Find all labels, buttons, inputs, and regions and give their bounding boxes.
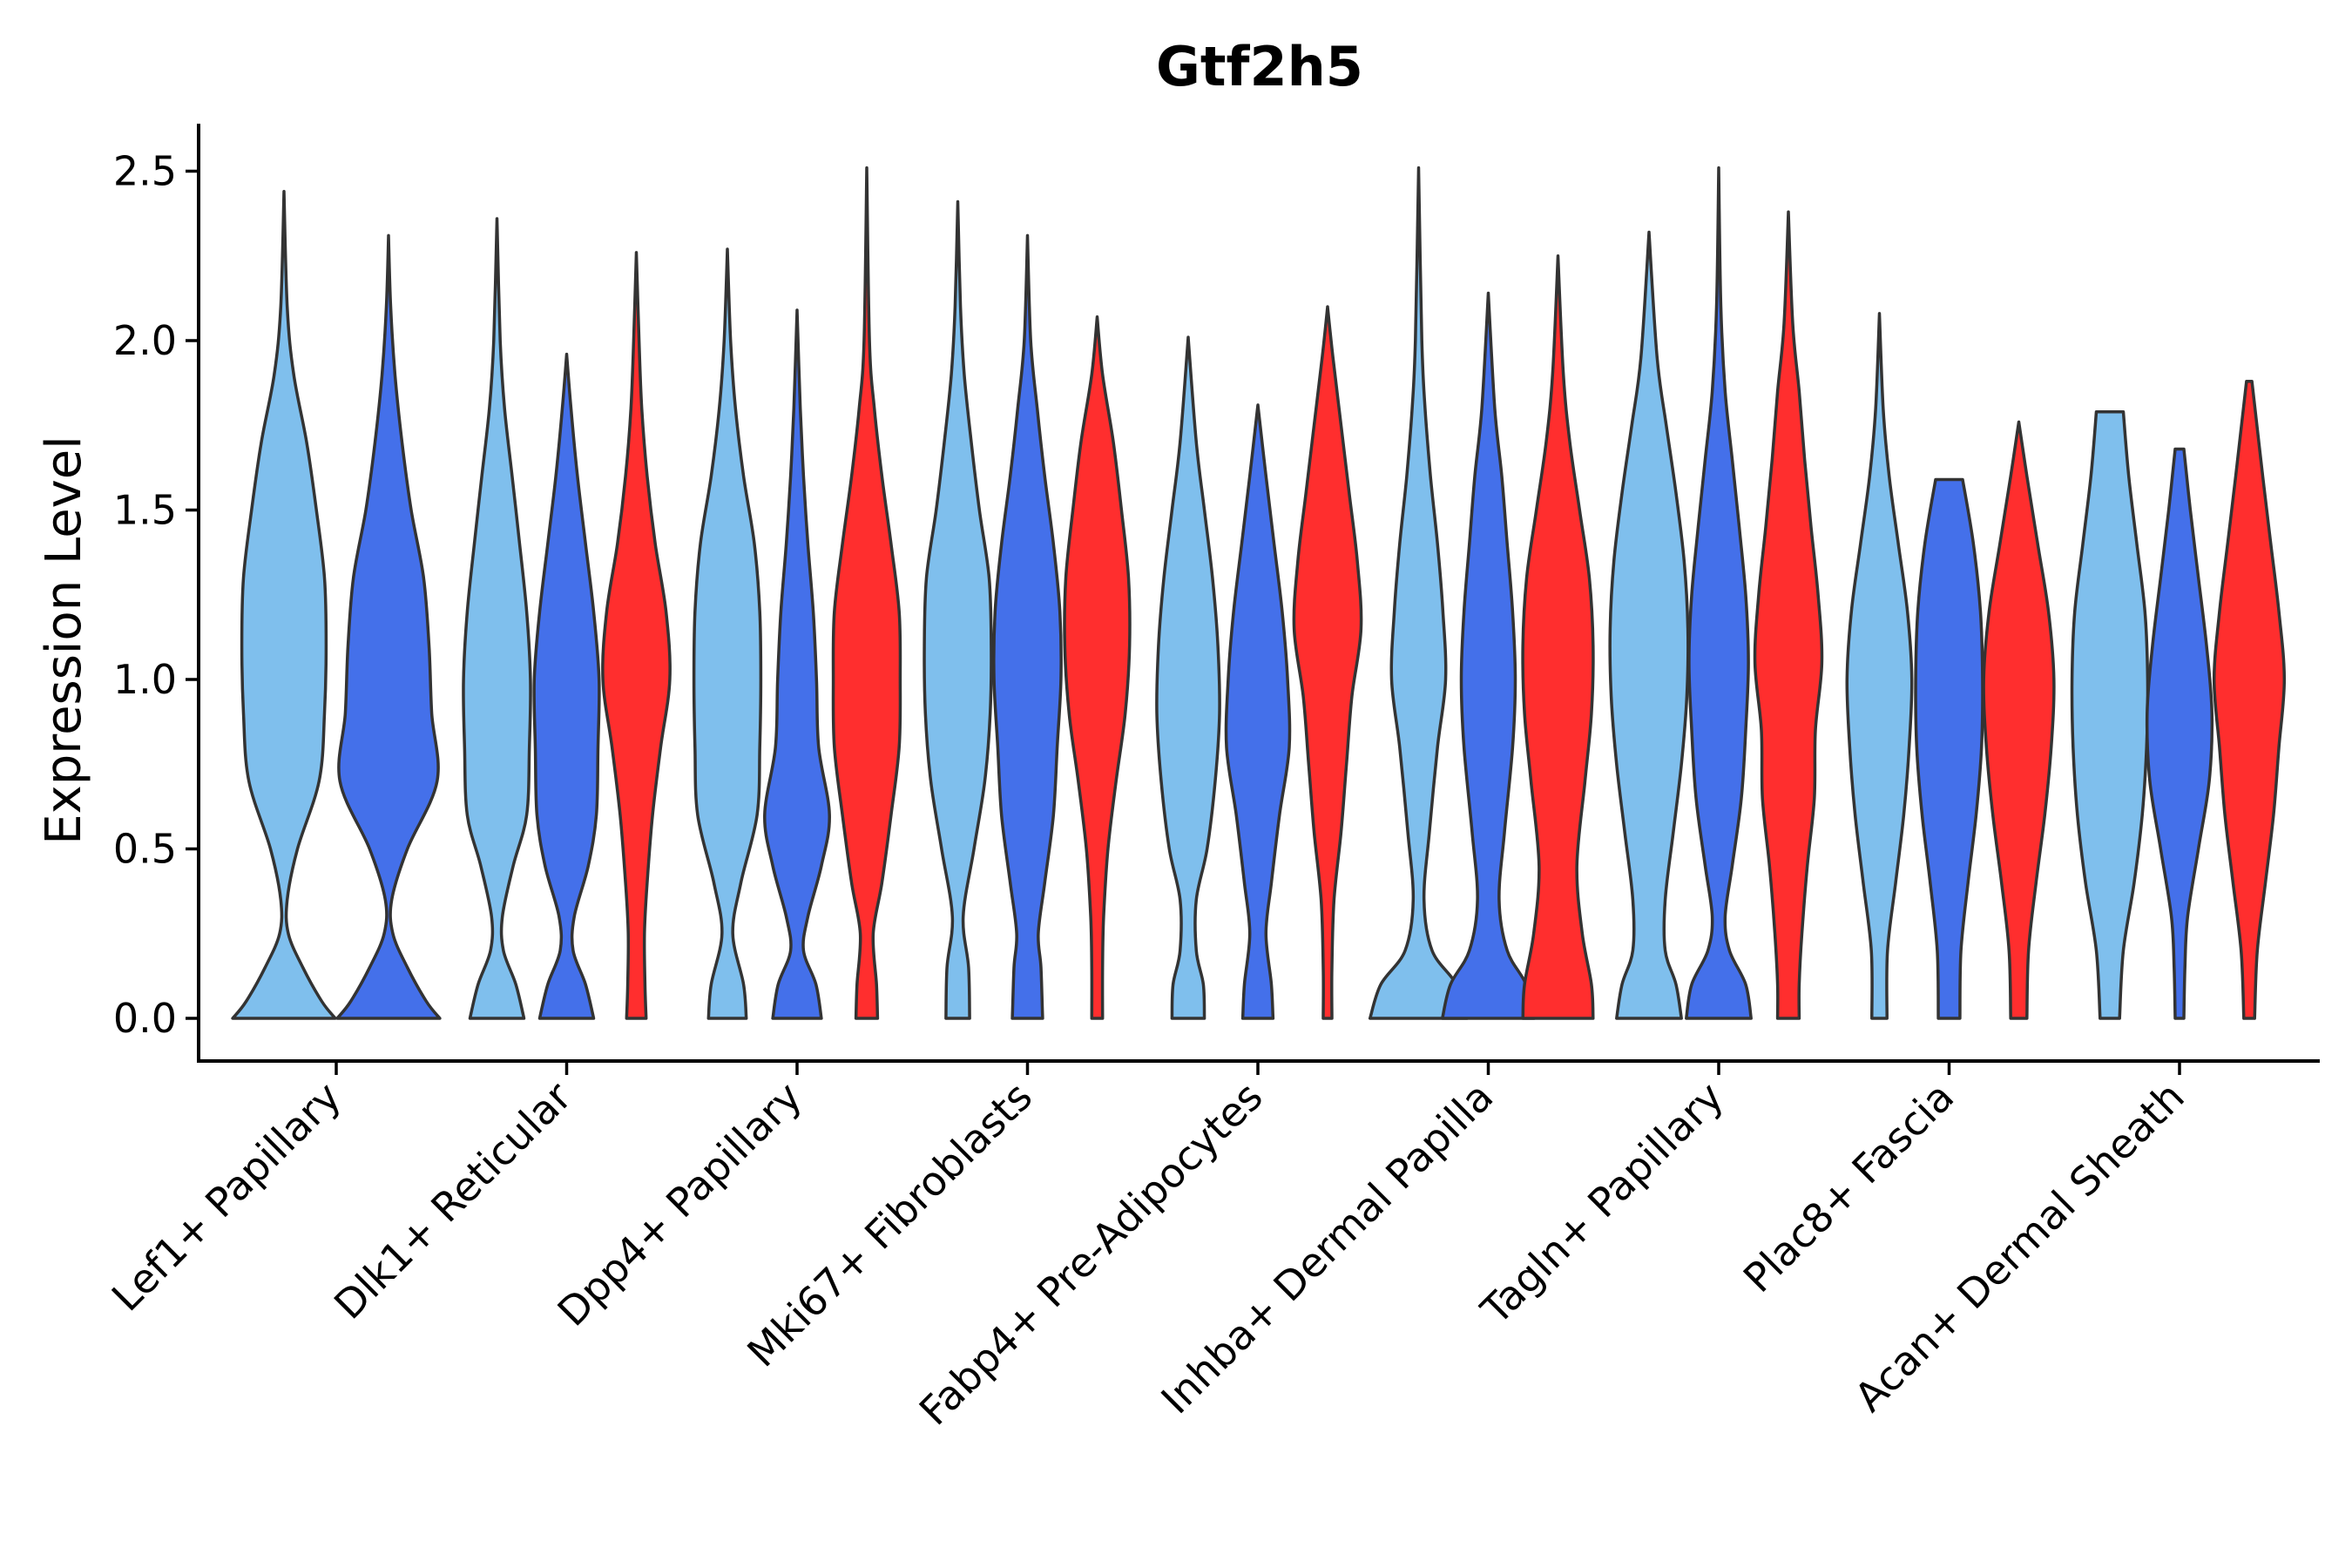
violin-group-1 (1845, 312, 1914, 1020)
y-tick-label: 0.0 (113, 995, 177, 1042)
x-tick-label: Tagln+ Papillary (1471, 1073, 1733, 1335)
violin-group-3 (1063, 315, 1132, 1020)
violin-group-3 (1753, 210, 1824, 1020)
y-tick-label: 2.5 (113, 148, 177, 195)
violin-group-3 (1982, 420, 2056, 1020)
x-tick-label: Lef1+ Papillary (103, 1073, 350, 1321)
violin-group-1 (231, 190, 337, 1020)
violin-group-1 (462, 217, 532, 1020)
y-ticks: 0.0 0.5 1.0 1.5 2.0 2.5 (113, 148, 199, 1042)
violin-group-1 (1368, 166, 1470, 1020)
violin-group-3 (831, 166, 902, 1020)
violin-group-2 (992, 233, 1063, 1020)
violin-group-2 (1685, 166, 1753, 1020)
violin-group-3 (1521, 254, 1595, 1020)
violin-group-3 (601, 251, 672, 1020)
chart-title: Gtf2h5 (1156, 35, 1363, 98)
violin-group-1 (1608, 230, 1690, 1020)
violin-group-2 (2145, 447, 2214, 1020)
y-tick-label: 1.5 (113, 487, 177, 534)
y-tick-label: 2.0 (113, 317, 177, 364)
y-axis-label: Expression Level (36, 436, 92, 845)
violin-group-2 (1224, 403, 1292, 1020)
violins (231, 166, 2287, 1020)
violin-group-2 (532, 352, 601, 1020)
violin-group-1 (692, 247, 763, 1020)
violin-group-2 (335, 233, 442, 1020)
violin-group-1 (923, 199, 993, 1020)
violin-group-3 (1292, 305, 1363, 1020)
violin-group-2 (1914, 477, 1984, 1020)
violin-group-1 (2070, 409, 2150, 1020)
violin-group-1 (1155, 335, 1221, 1020)
violin-group-3 (2212, 379, 2287, 1020)
x-tick-label: Dlk1+ Reticular (325, 1073, 580, 1328)
x-tick-label: Plac8+ Fascia (1734, 1073, 1963, 1301)
violin-group-2 (1441, 291, 1536, 1020)
y-tick-label: 1.0 (113, 656, 177, 703)
x-tick-label: Dpp4+ Papillary (549, 1073, 811, 1335)
violin-group-2 (763, 308, 831, 1020)
y-tick-label: 0.5 (113, 826, 177, 873)
